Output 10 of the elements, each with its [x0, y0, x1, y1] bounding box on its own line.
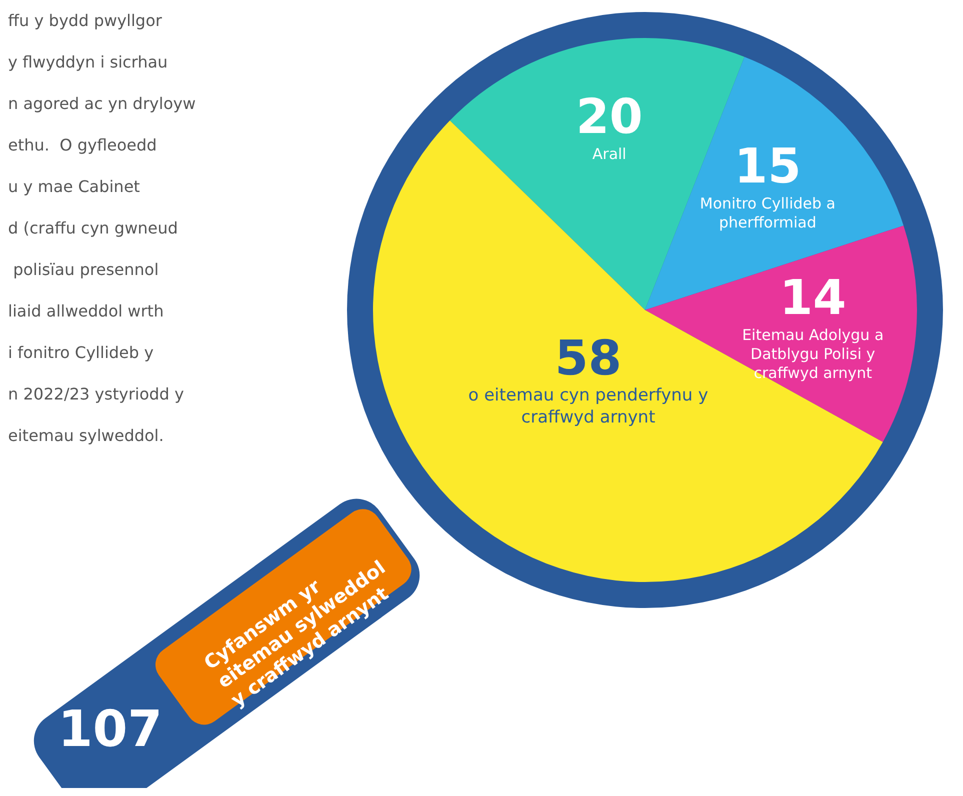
data-label: 15 [734, 138, 802, 194]
slice-label: Eitemau Adolygu a Datblygu Polisi y craffwyd arnynt [742, 326, 884, 382]
data-label: 58 [554, 330, 622, 386]
slice-label: Monitro Cyllideb a pherfformiad [700, 194, 836, 232]
slice-label: o eitemau cyn penderfynu y craffwyd arnynt [468, 385, 708, 428]
slice-label: Arall [592, 145, 626, 164]
text: ffu y bydd pwyllgor y flwyddyn i sicrhau n agored ac yn dryloyw ethu. O gyfleoedd u y mae Cabinet d (craffu cyn gwneud polisïau presennol liaid allweddol wrth i fonitro Cyllideb y n 2022/23 ystyriodd y eitemau sylweddol. [8, 11, 196, 445]
data-label: 14 [779, 270, 846, 326]
text: 107 [58, 700, 162, 758]
data-label: 20 [576, 89, 643, 146]
